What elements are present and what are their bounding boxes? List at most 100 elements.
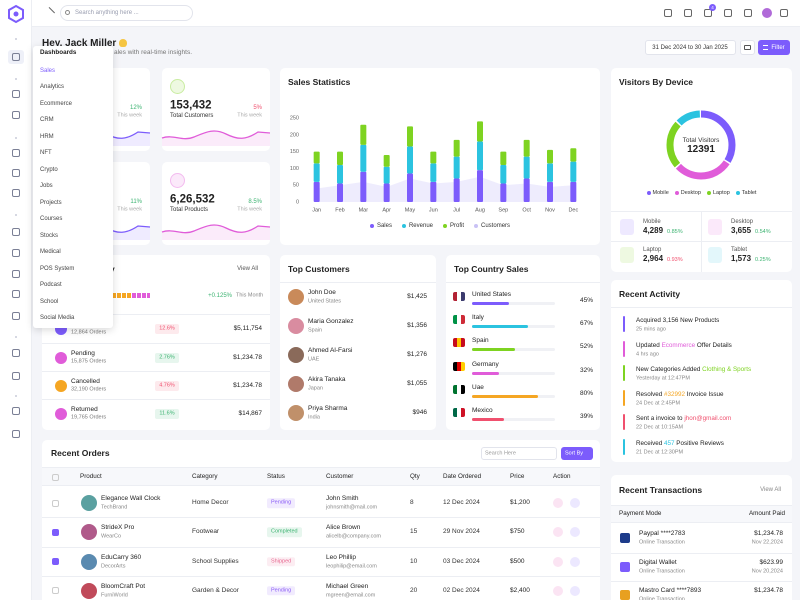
dropdown-menu	[33, 46, 113, 328]
bar-segment	[430, 181, 437, 202]
menu-item[interactable]: Analytics	[40, 84, 65, 91]
column-header: Date Ordered	[443, 472, 482, 480]
nav-icon[interactable]	[12, 270, 20, 278]
edit-button[interactable]	[553, 556, 563, 567]
date-range-text: 31 Dec 2024 to 30 Jan 2025	[652, 44, 728, 51]
filter-button[interactable]	[758, 40, 790, 55]
edit-button[interactable]	[553, 498, 563, 508]
stat-label: Total Customers	[170, 113, 214, 119]
order-name: Returned	[71, 405, 98, 413]
menu-item[interactable]: Jobs	[40, 183, 53, 190]
nav-icon[interactable]	[12, 312, 20, 320]
view-button[interactable]	[570, 527, 580, 538]
search-placeholder: Search Here	[485, 449, 516, 456]
nav-icon[interactable]	[12, 53, 20, 61]
bar-segment	[500, 165, 507, 184]
column-header: Customer	[326, 472, 354, 480]
card	[611, 280, 792, 462]
date-range[interactable]	[645, 40, 736, 55]
nav-icon[interactable]	[12, 349, 20, 357]
activity-highlight: Clothing & Sports	[702, 366, 752, 374]
nav-icon[interactable]	[12, 430, 20, 438]
nav-icon[interactable]	[12, 111, 20, 119]
change-pill	[155, 409, 179, 419]
edit-button[interactable]	[553, 585, 563, 596]
menu-item[interactable]: Sales	[40, 68, 56, 74]
sort-button[interactable]	[561, 447, 593, 460]
search-box[interactable]	[60, 5, 193, 21]
bar-segment	[453, 139, 460, 157]
product-name: StrideX Pro	[101, 524, 135, 532]
menu-item[interactable]: Ecommerce	[40, 100, 73, 107]
checkbox[interactable]	[52, 587, 59, 595]
nav-icon[interactable]	[12, 407, 20, 415]
nav-icon[interactable]	[12, 169, 20, 177]
topbar-icon[interactable]	[684, 9, 692, 17]
card-title: Recent Orders	[51, 447, 110, 458]
device-change: 0.85%	[667, 228, 683, 235]
payment-type: Online Transaction	[639, 567, 685, 574]
checkbox[interactable]	[52, 528, 59, 536]
bar-segment	[477, 170, 483, 202]
column-header: Product	[80, 472, 102, 480]
avatar	[288, 318, 304, 334]
checkbox[interactable]	[52, 499, 59, 507]
view-button[interactable]	[570, 585, 580, 596]
view-button[interactable]	[570, 556, 580, 567]
greeting: Hey, Jack Miller	[42, 39, 128, 49]
nav-icon[interactable]	[12, 189, 20, 197]
activity-highlight: Ecommerce	[661, 341, 696, 349]
activity-marker	[623, 414, 625, 431]
category: School Supplies	[192, 557, 239, 565]
menu-item[interactable]: Podcast	[40, 282, 62, 289]
legend-swatch	[474, 224, 479, 228]
menu-item[interactable]: Social Media	[40, 315, 75, 322]
topbar-icon[interactable]	[780, 9, 788, 17]
menu-item[interactable]: Projects	[40, 199, 62, 206]
topbar-icon[interactable]	[744, 9, 752, 17]
topbar-icon[interactable]	[664, 9, 672, 17]
nav-icon[interactable]	[12, 290, 20, 298]
view-button[interactable]	[570, 498, 580, 508]
customer-country: India	[308, 414, 320, 421]
menu-item[interactable]: NFT	[40, 150, 52, 157]
menu-item[interactable]: Crypto	[40, 166, 58, 173]
country-percent: 80%	[579, 389, 593, 397]
menu-item[interactable]: POS System	[40, 265, 75, 272]
nav-icon[interactable]	[12, 372, 20, 380]
nav-icon[interactable]	[12, 149, 20, 157]
edit-button[interactable]	[553, 527, 563, 538]
print-button[interactable]	[740, 40, 755, 55]
menu-item[interactable]: CRM	[40, 117, 54, 124]
activity-text-part: Invoice Issue	[685, 390, 724, 398]
activity-highlight: jhon@gmail.com	[684, 415, 732, 423]
device-name: Mobile	[643, 219, 661, 225]
menu-item[interactable]: Stocks	[40, 232, 59, 239]
menu-item[interactable]: Medical	[40, 249, 61, 256]
bar-segment	[337, 183, 343, 202]
menu-item[interactable]: School	[40, 298, 59, 305]
stat-period: This week	[237, 206, 262, 213]
column-header: Amount Paid	[748, 509, 785, 517]
sparkline	[161, 224, 271, 240]
activity-text-part: Sent a invoice to	[636, 415, 685, 423]
payment-amount: $623.99	[759, 558, 784, 566]
checkbox[interactable]	[52, 558, 59, 566]
menu-item[interactable]: HRM	[40, 133, 54, 140]
nav-icon[interactable]	[12, 228, 20, 236]
avatar[interactable]	[762, 8, 772, 18]
nav-icon[interactable]	[12, 90, 20, 98]
view-all[interactable]: View All	[237, 266, 258, 272]
view-all[interactable]: View All	[760, 487, 781, 493]
activity-time: 25 mins ago	[636, 326, 666, 333]
topbar-icon[interactable]	[704, 9, 712, 17]
menu-item[interactable]: Courses	[40, 216, 63, 223]
customer-email: johnsmith@mail.com	[326, 504, 378, 511]
topbar-icon[interactable]	[724, 9, 732, 17]
nav-icon[interactable]	[12, 249, 20, 257]
legend: Mobile Desktop Laptop Tablet	[611, 189, 792, 197]
search-box[interactable]	[481, 447, 557, 460]
checkbox[interactable]	[52, 474, 59, 481]
stat-value: 153,432	[170, 99, 212, 112]
legend-swatch	[706, 191, 711, 195]
